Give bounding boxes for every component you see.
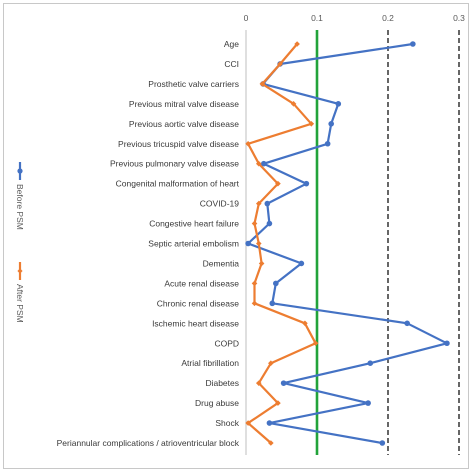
- category-label: Previous mitral valve disease: [129, 99, 239, 109]
- category-label: COVID-19: [200, 199, 239, 209]
- data-point-after-psm: [277, 61, 283, 67]
- data-point-after-psm: [255, 200, 262, 207]
- data-point-after-psm: [294, 41, 300, 47]
- data-point-before-psm: [264, 200, 271, 207]
- category-label: COPD: [214, 338, 239, 348]
- data-point-before-psm: [379, 440, 386, 446]
- category-label: Dementia: [203, 258, 240, 268]
- data-point-before-psm: [367, 360, 374, 367]
- legend-before-psm-label: Before PSM: [15, 184, 25, 230]
- data-point-before-psm: [266, 220, 273, 227]
- x-tick-label: 0.1: [311, 13, 323, 23]
- category-label: Previous aortic valve disease: [129, 119, 239, 129]
- x-tick-label: 0.3: [453, 13, 465, 23]
- data-point-after-psm: [258, 260, 265, 267]
- data-point-before-psm: [303, 180, 310, 187]
- category-label: Prosthetic valve carriers: [148, 79, 239, 89]
- legend-after-psm-label: After PSM: [15, 284, 25, 323]
- data-point-before-psm: [404, 320, 410, 327]
- category-label: Diabetes: [205, 378, 239, 388]
- data-point-before-psm: [444, 340, 450, 347]
- data-point-before-psm: [245, 240, 251, 247]
- category-label: Age: [224, 39, 239, 49]
- data-point-before-psm: [260, 160, 267, 167]
- data-point-after-psm: [290, 101, 297, 107]
- category-label: Ischemic heart disease: [152, 318, 239, 328]
- data-point-before-psm: [280, 380, 287, 386]
- category-label: CCI: [224, 59, 239, 69]
- x-tick-label: 0: [244, 13, 249, 23]
- data-point-before-psm: [266, 420, 273, 426]
- data-point-after-psm: [308, 121, 315, 127]
- data-point-after-psm: [245, 420, 251, 426]
- category-label: Acute renal disease: [164, 278, 239, 288]
- data-point-before-psm: [269, 300, 276, 307]
- data-point-after-psm: [251, 220, 258, 227]
- chart-frame: [3, 3, 469, 469]
- data-point-after-psm: [251, 300, 258, 307]
- category-label: Drug abuse: [195, 398, 239, 408]
- data-point-before-psm: [365, 400, 371, 406]
- data-point-after-psm: [255, 380, 262, 386]
- category-label: Previous tricuspid valve disease: [118, 139, 239, 149]
- series-line-before-psm: [247, 42, 448, 445]
- data-point-before-psm: [298, 260, 305, 267]
- category-label: Previous pulmonary valve disease: [110, 159, 239, 169]
- data-point-before-psm: [410, 41, 416, 47]
- data-point-before-psm: [324, 140, 331, 147]
- category-label: Periannular complications / atrioventric…: [57, 438, 240, 448]
- data-point-before-psm: [328, 121, 335, 127]
- category-label: Chronic renal disease: [157, 298, 239, 308]
- data-point-after-psm: [268, 440, 274, 446]
- data-point-after-psm: [268, 360, 274, 366]
- data-point-after-psm: [275, 400, 281, 406]
- data-point-before-psm: [273, 280, 279, 287]
- category-label: Congenital malformation of heart: [116, 179, 240, 189]
- data-point-after-psm: [255, 160, 262, 167]
- data-point-after-psm: [312, 340, 319, 347]
- x-tick-label: 0.2: [382, 13, 394, 23]
- category-label: Congestive heart failure: [149, 219, 239, 229]
- legend-after-psm-marker: [17, 268, 23, 274]
- legend-before-psm-marker: [17, 168, 23, 174]
- category-label: Shock: [215, 418, 239, 428]
- data-point-after-psm: [259, 81, 266, 87]
- category-label: Septic arterial embolism: [148, 239, 239, 249]
- data-point-after-psm: [251, 280, 258, 287]
- data-point-after-psm: [275, 180, 281, 187]
- data-point-after-psm: [245, 140, 251, 147]
- data-point-before-psm: [335, 101, 342, 107]
- category-label: Atrial fibrillation: [181, 358, 239, 368]
- data-point-after-psm: [255, 240, 262, 247]
- data-point-after-psm: [302, 320, 308, 327]
